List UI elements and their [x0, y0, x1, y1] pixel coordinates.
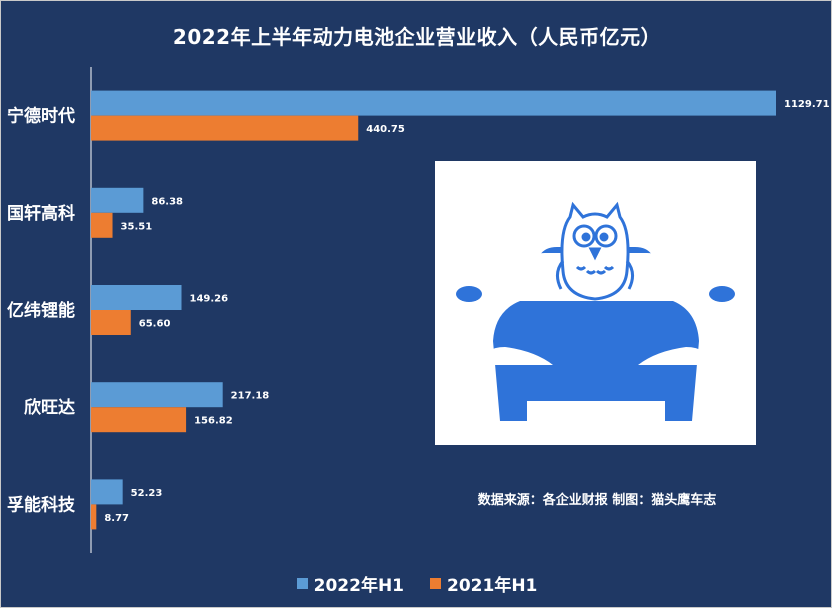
chart-title: 2022年上半年动力电池企业营业收入（人民币亿元） [172, 25, 662, 49]
bar-2021h1 [91, 115, 359, 141]
bar-2021h1 [91, 504, 97, 530]
right-headlight-shape [638, 347, 710, 365]
category-label: 孚能科技 [7, 494, 76, 515]
left-mirror-shape [456, 286, 482, 302]
chart-legend: 2022年H1 2021年H1 [1, 571, 832, 596]
legend-label-2021h1: 2021年H1 [447, 576, 538, 596]
bar-2022h1 [91, 479, 123, 505]
bar-2022h1 [91, 285, 182, 310]
bar-value-label: 1129.71 [784, 99, 830, 110]
bar-value-label: 8.77 [104, 513, 129, 524]
bar-value-label: 156.82 [194, 416, 233, 427]
logo-image [435, 161, 756, 445]
bar-2022h1 [91, 187, 144, 213]
right-mirror-shape [709, 286, 735, 302]
bar-2021h1 [91, 407, 187, 433]
bar-value-label: 440.75 [366, 124, 405, 135]
category-label: 欣旺达 [24, 397, 75, 418]
source-annotation: 数据来源：各企业财报 制图：猫头鹰车志 [477, 493, 717, 508]
bar-2021h1 [91, 212, 113, 238]
owl-shape [556, 201, 634, 301]
legend-item-2021h1: 2021年H1 [430, 571, 537, 596]
bar-2022h1 [91, 382, 223, 408]
legend-item-2022h1: 2022年H1 [296, 571, 404, 596]
bar-value-label: 65.60 [139, 319, 171, 330]
category-label: 宁德时代 [7, 106, 75, 127]
bar-value-label: 149.26 [190, 294, 229, 305]
legend-swatch-2021h1 [430, 578, 441, 589]
category-label: 亿纬锂能 [7, 300, 75, 321]
legend-swatch-2022h1 [296, 578, 308, 589]
bar-value-label: 217.18 [231, 391, 270, 402]
legend-label-2022h1: 2022年H1 [313, 576, 404, 596]
left-headlight-shape [481, 347, 553, 365]
owl-on-car-logo-icon [456, 201, 735, 421]
bar-2022h1 [91, 90, 776, 116]
bar-value-label: 52.23 [131, 488, 163, 499]
bar-value-label: 35.51 [121, 221, 153, 232]
bar-2021h1 [91, 310, 131, 335]
category-label: 国轩高科 [7, 203, 75, 224]
bar-value-label: 86.38 [151, 196, 183, 207]
